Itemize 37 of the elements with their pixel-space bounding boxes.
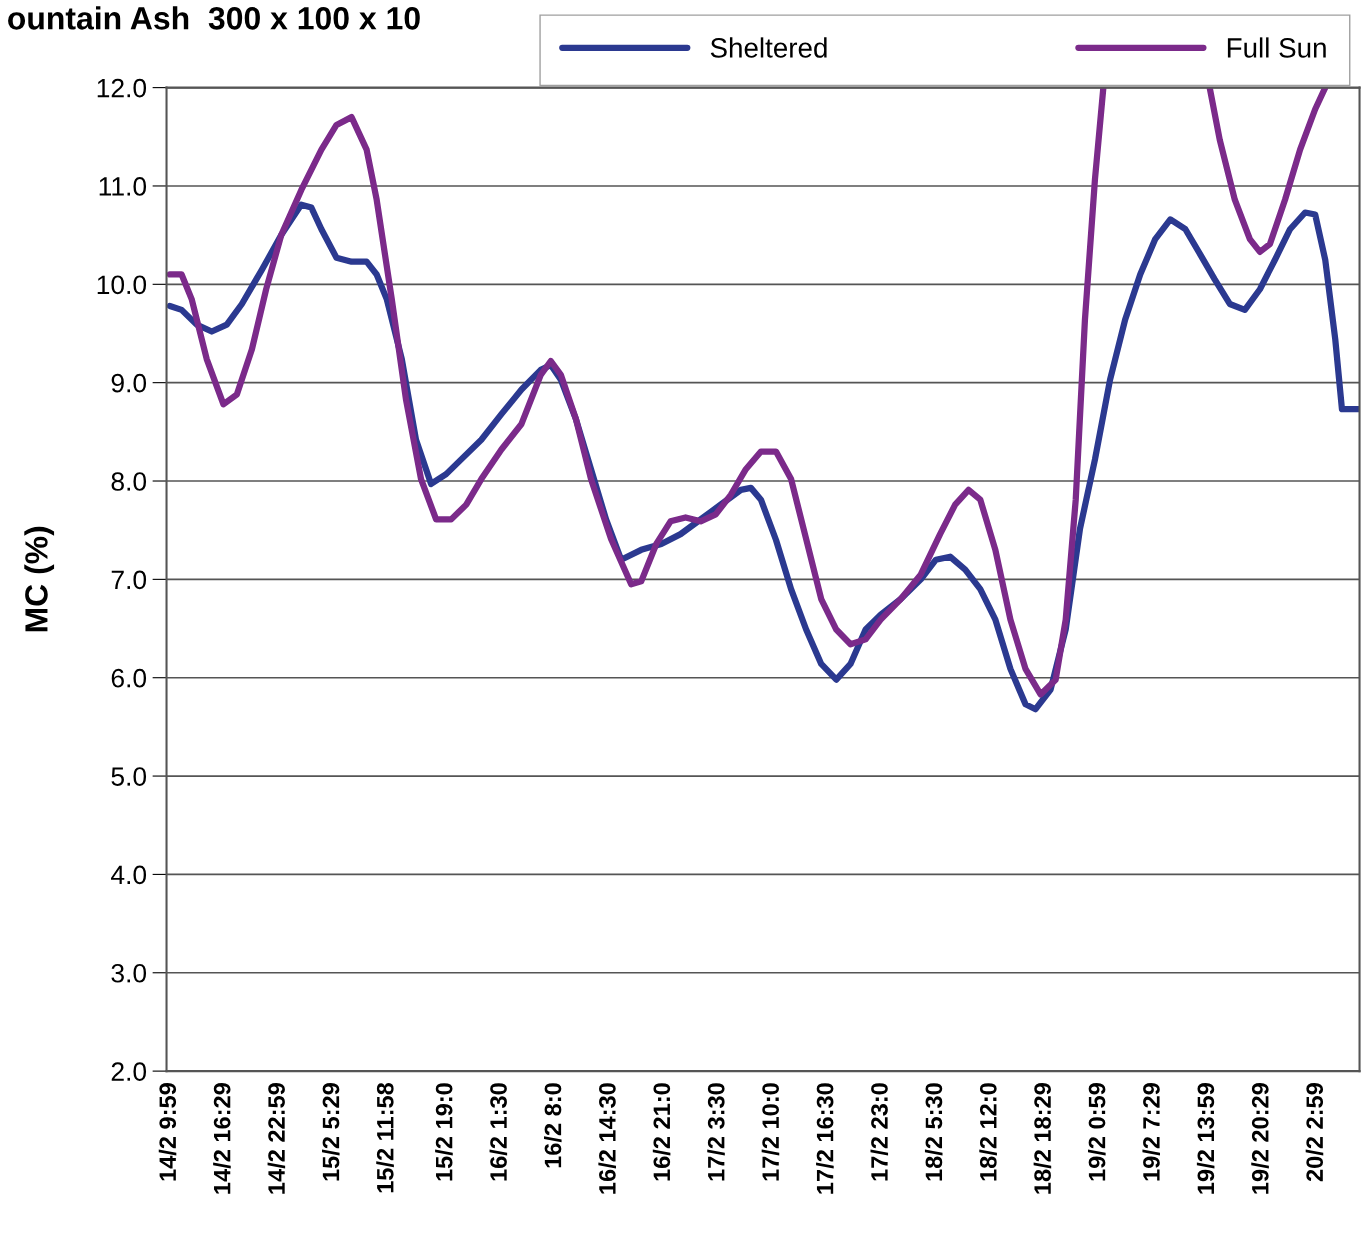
x-tick-label: 15/2 19:0	[435, 1083, 453, 1181]
x-tick-label: 15/2 11:58	[376, 1082, 394, 1193]
x-tick-label: 18/2 5:30	[924, 1083, 943, 1181]
y-tick-label: 8.0	[111, 472, 147, 491]
x-tick-label: 19/2 13:59	[1196, 1083, 1215, 1194]
y-tick-label: 9.0	[111, 373, 147, 393]
x-tick-label: 20/2 2:59	[1305, 1083, 1324, 1182]
x-tick-label: 14/2 16:29	[213, 1083, 231, 1194]
x-tick-label: 15/2 5:29	[321, 1083, 340, 1181]
x-tick-label: 14/2 9:59	[158, 1083, 177, 1181]
x-tick-label: 19/2 7:29	[1142, 1083, 1161, 1181]
x-tick-label: 16/2 14:30	[598, 1083, 616, 1194]
y-axis-title: MC (%)	[24, 526, 55, 632]
y-tick-label: 2.0	[111, 1062, 147, 1081]
legend-label: Sheltered	[710, 37, 827, 58]
x-tick-label: 17/2 3:30	[707, 1083, 725, 1181]
legend-label: Full Sun	[1227, 37, 1326, 58]
y-tick-label: 5.0	[111, 767, 147, 786]
x-tick-label: 17/2 16:30	[816, 1083, 834, 1194]
x-tick-label: 16/2 1:30	[489, 1083, 508, 1181]
y-tick-label: 12.0	[97, 78, 147, 98]
y-tick-label: 7.0	[111, 570, 147, 590]
y-tick-label: 10.0	[97, 275, 147, 295]
x-tick-label: 19/2 0:59	[1088, 1083, 1106, 1181]
y-tick-label: 6.0	[111, 668, 147, 688]
y-tick-label: 11.0	[99, 177, 147, 196]
x-tick-label: 16/2 8:0	[543, 1083, 562, 1168]
x-tick-label: 18/2 18:29	[1033, 1083, 1052, 1194]
chart-title: ountain Ash 300 x 100 x 10	[8, 6, 420, 30]
x-tick-label: 18/2 12:0	[979, 1083, 997, 1181]
y-tick-label: 4.0	[111, 865, 147, 885]
x-tick-label: 17/2 10:0	[761, 1083, 780, 1181]
x-tick-label: 16/2 21:0	[652, 1083, 671, 1181]
x-tick-label: 14/2 22:59	[267, 1083, 286, 1194]
x-tick-label: 17/2 23:0	[870, 1083, 889, 1181]
y-tick-label: 3.0	[111, 963, 147, 983]
x-tick-label: 19/2 20:29	[1251, 1083, 1269, 1194]
